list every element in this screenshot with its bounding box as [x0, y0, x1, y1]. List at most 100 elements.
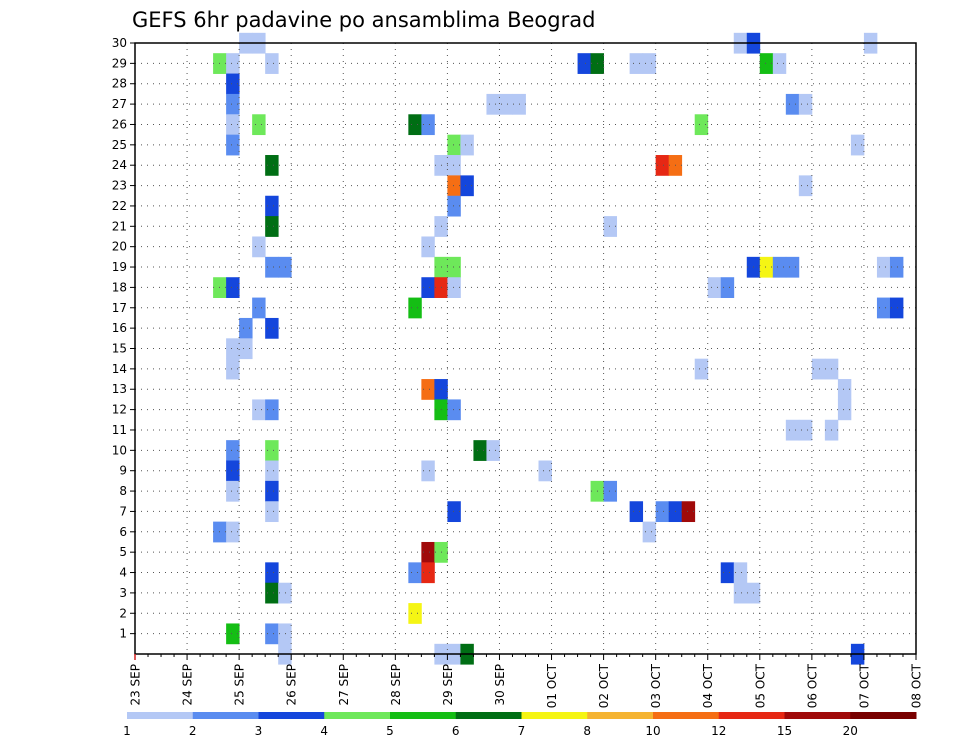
x-tick-label: 06 OCT: [805, 663, 819, 708]
legend-label: 10: [645, 724, 660, 738]
heatmap-cell: [798, 419, 813, 441]
y-tick-label: 8: [119, 484, 127, 498]
x-tick-label: 24 SEP: [181, 664, 195, 706]
heatmap-cell: [226, 460, 240, 482]
heatmap-cell: [252, 297, 266, 319]
heatmap-cell: [265, 399, 279, 421]
heatmap-cell: [265, 440, 279, 461]
y-tick-label: 29: [112, 56, 127, 70]
heatmap-cell: [265, 501, 279, 523]
heatmap-cell: [226, 73, 240, 95]
heatmap-cell: [876, 297, 891, 319]
heatmap-cell: [538, 460, 552, 482]
heatmap-cell: [876, 256, 891, 278]
legend-label: 6: [452, 724, 460, 738]
heatmap-cell: [772, 53, 787, 74]
heatmap-cell: [694, 114, 709, 136]
heatmap-cell: [226, 338, 240, 360]
legend-swatch: [587, 712, 654, 719]
heatmap-cell: [278, 582, 292, 604]
heatmap-cell: [252, 236, 266, 258]
heatmap-cell: [655, 501, 670, 523]
heatmap-cell: [265, 155, 279, 176]
legend-swatch: [784, 712, 851, 719]
y-tick-label: 18: [112, 280, 127, 294]
legend-swatch: [718, 712, 785, 719]
heatmap-cell: [421, 236, 435, 258]
y-tick-label: 19: [112, 260, 127, 274]
y-tick-label: 11: [112, 423, 127, 437]
heatmap-cell: [408, 603, 422, 624]
legend-swatch: [653, 712, 720, 719]
heatmap-cell: [785, 93, 800, 115]
y-tick-label: 15: [112, 342, 127, 356]
y-tick-label: 13: [112, 382, 127, 396]
y-tick-label: 9: [119, 464, 127, 478]
legend-swatch: [258, 712, 325, 719]
heatmap-cell: [655, 155, 670, 176]
heatmap-cell: [226, 277, 240, 298]
y-tick-label: 25: [112, 138, 127, 152]
y-tick-label: 3: [119, 586, 127, 600]
legend-label: 2: [189, 724, 197, 738]
heatmap-cell: [226, 53, 240, 74]
legend-swatch: [324, 712, 391, 719]
y-tick-label: 12: [112, 403, 127, 417]
legend-label: 12: [711, 724, 726, 738]
x-tick-label: 28 SEP: [389, 664, 403, 706]
y-tick-label: 27: [112, 97, 127, 111]
heatmap-cell: [720, 277, 735, 298]
heatmap-cell: [226, 440, 240, 461]
legend-swatch: [390, 712, 457, 719]
heatmap-cell: [226, 521, 240, 543]
heatmap-cell: [226, 358, 240, 380]
y-tick-label: 26: [112, 117, 127, 131]
x-tick-label: 03 OCT: [649, 663, 663, 708]
heatmap-cell: [447, 399, 461, 421]
heatmap-cell: [265, 582, 279, 604]
heatmap-cell: [265, 195, 279, 217]
heatmap-cell: [421, 277, 435, 298]
legend-label: 1: [123, 724, 131, 738]
heatmap-cell: [447, 501, 461, 523]
x-tick-label: 02 OCT: [597, 663, 611, 708]
heatmap-cell: [239, 338, 253, 360]
heatmap-cell: [278, 623, 292, 645]
heatmap-cell: [837, 379, 852, 400]
heatmap-cell: [785, 256, 800, 278]
heatmap-cell: [837, 399, 852, 421]
heatmap-cell: [252, 114, 266, 136]
y-tick-label: 1: [119, 627, 127, 641]
heatmap-cell: [447, 277, 461, 298]
heatmap-cell: [629, 501, 644, 523]
heatmap-cell: [408, 297, 422, 319]
x-tick-label: 23 SEP: [129, 664, 143, 706]
y-tick-label: 21: [112, 219, 127, 233]
heatmap-cell: [850, 134, 865, 156]
y-tick-label: 30: [112, 36, 127, 50]
heatmap-cell: [603, 480, 618, 502]
legend-swatch: [192, 712, 259, 719]
y-tick-label: 2: [119, 606, 127, 620]
heatmap-cell: [499, 93, 513, 115]
heatmap-cell: [733, 582, 748, 604]
legend-swatch: [455, 712, 522, 719]
heatmap-cell: [408, 562, 422, 584]
heatmap-cell: [642, 53, 657, 74]
heatmap-cell: [265, 480, 279, 502]
heatmap-cell: [785, 419, 800, 441]
heatmap-cell: [694, 358, 709, 380]
legend-label: 3: [255, 724, 263, 738]
legend-swatch: [850, 712, 917, 719]
x-tick-label: 30 SEP: [493, 664, 507, 706]
heatmap-cell: [278, 256, 292, 278]
y-tick-label: 16: [112, 321, 127, 335]
heatmap-cell: [226, 134, 240, 156]
x-tick-label: 26 SEP: [285, 664, 299, 706]
heatmap-cell: [265, 256, 279, 278]
heatmap-cell: [226, 93, 240, 115]
heatmap-cell: [759, 256, 774, 278]
heatmap-cell: [226, 114, 240, 136]
heatmap-cell: [265, 53, 279, 74]
chart-title: GEFS 6hr padavine po ansamblima Beograd: [132, 8, 595, 32]
